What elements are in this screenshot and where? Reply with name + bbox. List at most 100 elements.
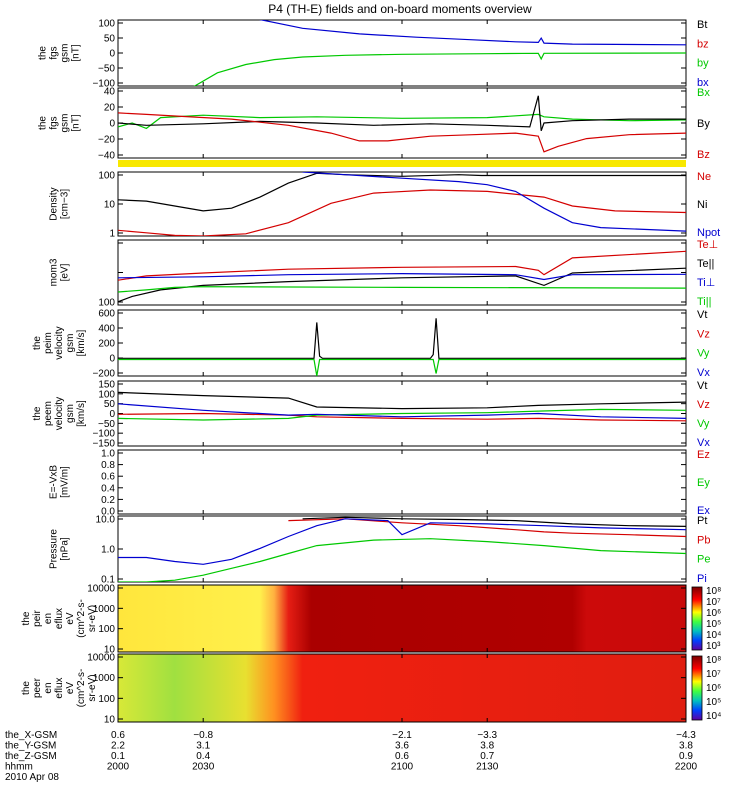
series-group: [118, 318, 686, 376]
y-tick-label: 40: [104, 87, 116, 98]
series-line-pt: [302, 516, 686, 527]
y-tick-label: −40: [98, 151, 115, 162]
series-group: [118, 172, 686, 236]
y-tick-label: −50: [98, 64, 115, 75]
series-line-ni: [118, 172, 686, 212]
colorbar-tick-label: 10⁶: [706, 608, 721, 619]
series-line-by: [193, 52, 686, 86]
legend-entry: Vx: [697, 437, 710, 449]
y-tick-label: 50: [104, 34, 116, 45]
x-axis-value: −4.3: [676, 730, 696, 741]
y-tick-label: 20: [104, 103, 116, 114]
y-axis-label: (cm^2-s-: [76, 599, 87, 638]
legend-entry: Ez: [697, 449, 710, 461]
date-label: 2010 Apr 08: [5, 772, 59, 783]
legend-entry: Ne: [697, 171, 711, 183]
y-tick-label: 100: [98, 171, 115, 182]
legend-entry: Npot: [697, 227, 720, 239]
y-tick-label: 0.2: [101, 495, 115, 506]
y-axis-label: fgs: [49, 116, 60, 129]
y-axis-label: velocity: [54, 397, 65, 430]
y-tick-label: 100: [98, 298, 115, 309]
panel-frame: [117, 87, 687, 159]
y-axis-label: peem: [43, 401, 54, 426]
y-tick-label: −100: [92, 79, 115, 90]
y-axis-label: Pressure: [49, 529, 60, 569]
y-axis-label: eflux: [54, 677, 65, 698]
y-tick-label: 1.0: [101, 449, 115, 460]
colorbar-tick-label: 10⁶: [706, 683, 721, 694]
y-tick-label: 1000: [93, 673, 116, 684]
y-axis-label: mom3: [49, 258, 60, 286]
y-tick-label: 1: [109, 229, 115, 240]
y-axis-label: [nT]: [71, 114, 82, 131]
y-axis-label: eV: [65, 612, 76, 625]
y-axis-label: eV: [65, 682, 76, 695]
y-axis-label: the: [21, 681, 32, 695]
y-tick-label: 0: [109, 409, 115, 420]
y-tick-label: 200: [98, 339, 115, 350]
series-line-vy: [118, 358, 686, 376]
y-axis-label: the: [32, 336, 43, 350]
series-line-pb: [288, 518, 686, 538]
legend-entry: Bt: [697, 19, 707, 31]
x-axis-value: 3.8: [679, 741, 693, 752]
series-group: [118, 516, 686, 582]
y-axis-label: [nT]: [71, 44, 82, 61]
legend-entry: Pe: [697, 554, 710, 566]
x-axis-value: 2030: [192, 762, 215, 773]
y-axis-label: en: [43, 613, 54, 624]
legend-entry: Ti⊥: [697, 277, 715, 289]
x-axis-row-label: hhmm: [5, 762, 33, 773]
panel-8: 10.0 1.0 0.1 Pressure [nPa] Pt Pb Pe Pi: [49, 515, 711, 586]
x-axis-value: −3.3: [477, 730, 497, 741]
x-axis-value: 2130: [476, 762, 499, 773]
series-line-vz: [118, 412, 686, 422]
series-line-npot: [302, 172, 686, 232]
series-line-te||: [118, 267, 686, 303]
y-tick-label: 100: [98, 624, 115, 635]
legend-entry: bx: [697, 77, 709, 89]
colorbar: [691, 586, 703, 651]
chart-title: P4 (TH-E) fields and on-board moments ov…: [268, 2, 532, 16]
series-line-vt: [118, 391, 686, 410]
colorbar-tick-label: 10⁸: [706, 655, 721, 666]
y-axis-label: [mV/m]: [60, 466, 71, 498]
legend-entry: Pi: [697, 573, 707, 585]
x-axis-value: 0.9: [679, 751, 693, 762]
y-tick-label: 0.1: [101, 575, 115, 586]
x-axis-value: 0.6: [395, 751, 409, 762]
y-tick-label: −20: [98, 135, 115, 146]
series-line-bx: [258, 20, 686, 46]
y-tick-label: −200: [92, 369, 115, 380]
series-group: [118, 95, 686, 153]
legend-entry: Ey: [697, 477, 710, 489]
x-axis-value: 0.1: [111, 751, 125, 762]
x-axis-value: 2.2: [111, 741, 125, 752]
colorbar-tick-label: 10⁵: [706, 619, 721, 630]
legend-entry: Te||: [697, 258, 714, 270]
y-tick-label: 0.8: [101, 460, 115, 471]
series-line-vx: [118, 403, 686, 419]
y-axis-label: gsm: [65, 404, 76, 423]
status-bar: [118, 160, 686, 167]
y-tick-label: 50: [104, 399, 116, 410]
panel-5: 600 400 200 0 −200 the peim velocity gsm [km/s] Vt…: [32, 309, 710, 380]
x-axis-row-label: the_X-GSM: [5, 730, 57, 741]
legend-entry: By: [697, 118, 710, 130]
series-group: [193, 20, 686, 86]
y-axis-label: en: [43, 682, 54, 693]
y-axis-label: [km/s]: [76, 400, 87, 427]
legend-entry: Ti||: [697, 296, 711, 308]
y-axis-label: [cm−3]: [60, 189, 71, 220]
y-tick-label: −50: [98, 419, 115, 430]
series-line-ne: [118, 189, 686, 236]
series-line-vy: [118, 408, 686, 421]
colorbar: [691, 655, 703, 721]
series-group: [118, 391, 686, 422]
y-tick-label: 1.0: [101, 545, 115, 556]
x-axis-value: 3.8: [480, 741, 494, 752]
colorbar-tick-label: 10⁷: [706, 669, 721, 680]
